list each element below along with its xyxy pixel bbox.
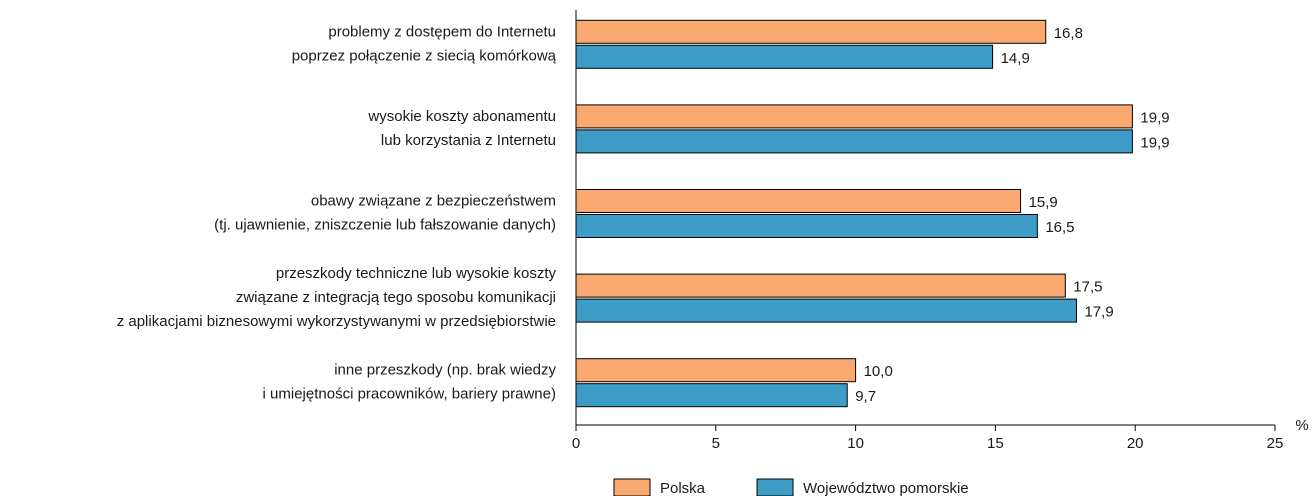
bar	[575, 44, 994, 69]
value-label: 14,9	[1001, 50, 1030, 67]
category-label: obawy związane z bezpieczeństwem	[311, 192, 556, 209]
category-label: i umiejętności pracowników, bariery praw…	[263, 386, 556, 403]
bar	[575, 129, 1133, 154]
category-label: wysokie koszty abonamentu	[367, 108, 556, 125]
legend-swatch	[756, 478, 794, 496]
bar	[575, 273, 1066, 298]
category-label: problemy z dostępem do Internetu	[328, 23, 556, 40]
x-tick-label: 5	[712, 435, 720, 452]
value-label: 15,9	[1029, 194, 1058, 211]
value-label: 17,9	[1084, 304, 1113, 321]
category-label: (tj. ujawnienie, zniszczenie lub fałszow…	[214, 216, 556, 233]
bar	[575, 358, 857, 383]
value-label: 19,9	[1140, 134, 1169, 151]
bar	[575, 383, 848, 408]
x-tick-label: 0	[572, 435, 580, 452]
value-label: 9,7	[855, 388, 876, 405]
legend-label: Województwo pomorskie	[803, 480, 969, 496]
x-unit: %	[1295, 417, 1308, 434]
value-label: 10,0	[864, 363, 893, 380]
x-tick-label: 15	[987, 435, 1004, 452]
category-label: związane z integracją tego sposobu komun…	[236, 289, 556, 306]
value-label: 16,8	[1054, 25, 1083, 42]
x-tick-label: 10	[847, 435, 864, 452]
bar	[575, 214, 1038, 238]
category-label: z aplikacjami biznesowymi wykorzystywany…	[117, 313, 556, 330]
bar	[575, 298, 1077, 323]
bar	[575, 189, 1022, 213]
x-tick-label: 25	[1267, 435, 1284, 452]
category-label: lub korzystania z Internetu	[381, 132, 556, 149]
value-label: 19,9	[1140, 109, 1169, 126]
bar	[575, 19, 1047, 44]
value-label: 16,5	[1045, 219, 1074, 236]
value-label: 17,5	[1073, 279, 1102, 296]
legend-label: Polska	[660, 480, 706, 496]
category-label: inne przeszkody (np. brak wiedzy	[334, 362, 556, 379]
bar	[575, 104, 1133, 129]
x-tick-label: 20	[1127, 435, 1144, 452]
category-label: przeszkody techniczne lub wysokie koszty	[276, 265, 557, 282]
legend-swatch	[613, 478, 651, 496]
category-label: poprzez połączenie z siecią komórkową	[292, 47, 557, 64]
